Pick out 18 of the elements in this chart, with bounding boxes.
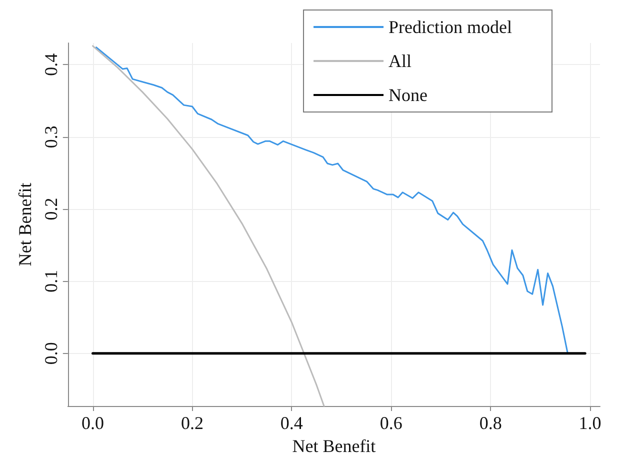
x-tick-label: 0.4: [280, 413, 303, 433]
line-series: [92, 45, 325, 407]
y-tick-label: 0.3: [40, 126, 61, 148]
y-tick-label: 0.0: [40, 342, 61, 365]
x-axis-title: Net Benefit: [292, 436, 376, 456]
x-tick-label: 0.6: [380, 413, 402, 433]
x-tick-label: 1.0: [578, 413, 602, 433]
y-axis-title: Net Benefit: [15, 182, 35, 266]
y-tick-label: 0.1: [40, 270, 61, 292]
legend-label: Prediction model: [388, 17, 512, 37]
x-tick-label: 0.0: [82, 413, 104, 433]
y-tick-label: 0.4: [40, 53, 61, 76]
y-tick-label: 0.2: [40, 198, 61, 220]
x-tick-label: 0.2: [180, 413, 204, 433]
line-series: [95, 46, 568, 354]
legend-label: All: [388, 51, 412, 71]
legend-label: None: [388, 85, 428, 105]
x-tick-label: 0.8: [479, 413, 502, 433]
